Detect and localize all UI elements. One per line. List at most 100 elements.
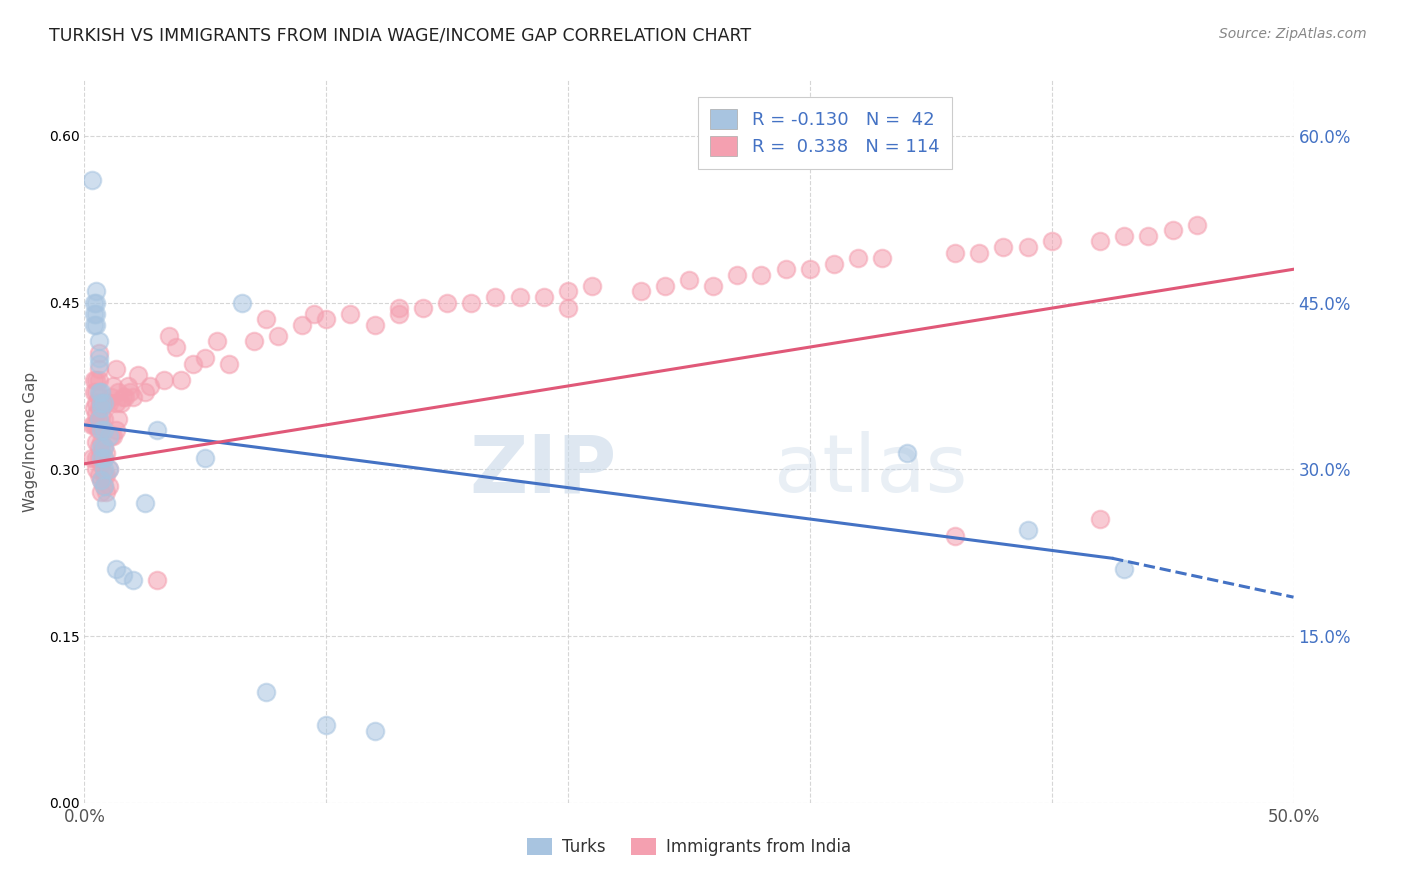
Point <box>100 390 122 404</box>
Point <box>90 445 112 459</box>
Point <box>87 424 110 438</box>
Point <box>90 457 112 471</box>
Point <box>146 574 169 588</box>
Point <box>104 395 127 409</box>
Point <box>90 417 112 432</box>
Point <box>87 351 110 366</box>
Point <box>231 295 253 310</box>
Point <box>194 351 217 366</box>
Text: Source: ZipAtlas.com: Source: ZipAtlas.com <box>1219 27 1367 41</box>
Point <box>93 440 115 454</box>
Point <box>194 451 217 466</box>
Point <box>207 334 229 349</box>
Point <box>678 273 700 287</box>
Point <box>93 479 115 493</box>
Point <box>218 357 240 371</box>
Point <box>153 373 176 387</box>
Point <box>107 412 129 426</box>
Point <box>484 290 506 304</box>
Legend: Turks, Immigrants from India: Turks, Immigrants from India <box>520 831 858 863</box>
Point <box>83 417 105 432</box>
Point <box>363 723 385 738</box>
Point <box>93 395 115 409</box>
Point <box>1017 524 1039 538</box>
Point <box>97 395 120 409</box>
Point <box>90 474 112 488</box>
Point <box>117 379 139 393</box>
Point <box>127 368 149 382</box>
Point <box>86 307 108 321</box>
Point <box>87 334 110 349</box>
Point <box>90 434 112 449</box>
Point <box>90 395 112 409</box>
Point <box>339 307 361 321</box>
Point <box>90 451 112 466</box>
Point <box>751 268 773 282</box>
Point <box>90 484 112 499</box>
Point <box>436 295 458 310</box>
Point <box>1088 235 1111 249</box>
Point <box>86 417 108 432</box>
Point <box>90 395 112 409</box>
Point <box>557 285 579 299</box>
Point <box>93 479 115 493</box>
Point <box>943 529 966 543</box>
Point <box>943 245 966 260</box>
Point <box>315 312 337 326</box>
Point <box>291 318 314 332</box>
Point <box>654 279 676 293</box>
Point <box>87 467 110 482</box>
Point <box>1137 228 1160 243</box>
Point <box>93 451 115 466</box>
Point <box>93 412 115 426</box>
Point <box>104 424 127 438</box>
Point <box>94 445 117 459</box>
Point <box>181 357 204 371</box>
Point <box>94 484 117 499</box>
Point <box>97 479 120 493</box>
Point <box>165 340 187 354</box>
Point <box>107 384 129 399</box>
Point <box>799 262 821 277</box>
Point <box>412 301 434 315</box>
Point <box>242 334 264 349</box>
Point <box>83 318 105 332</box>
Point <box>86 407 108 421</box>
Point <box>363 318 385 332</box>
Point <box>134 384 156 399</box>
Point <box>93 424 115 438</box>
Point <box>388 307 411 321</box>
Point <box>90 407 112 421</box>
Point <box>1161 223 1184 237</box>
Point <box>80 173 103 187</box>
Point <box>110 395 132 409</box>
Point <box>254 312 277 326</box>
Point <box>87 362 110 376</box>
Text: atlas: atlas <box>773 432 967 509</box>
Point <box>90 424 112 438</box>
Point <box>83 401 105 416</box>
Point <box>104 362 127 376</box>
Point <box>87 384 110 399</box>
Point <box>87 401 110 416</box>
Point <box>630 285 652 299</box>
Point <box>581 279 603 293</box>
Y-axis label: Wage/Income Gap: Wage/Income Gap <box>22 371 38 512</box>
Text: TURKISH VS IMMIGRANTS FROM INDIA WAGE/INCOME GAP CORRELATION CHART: TURKISH VS IMMIGRANTS FROM INDIA WAGE/IN… <box>49 27 751 45</box>
Point <box>872 251 894 265</box>
Point <box>90 440 112 454</box>
Point <box>103 429 125 443</box>
Point <box>90 401 112 416</box>
Point <box>83 307 105 321</box>
Point <box>1040 235 1063 249</box>
Point <box>87 390 110 404</box>
Point <box>86 395 108 409</box>
Point <box>967 245 990 260</box>
Point <box>87 345 110 359</box>
Point <box>86 384 108 399</box>
Point <box>267 329 290 343</box>
Point <box>87 412 110 426</box>
Point <box>134 496 156 510</box>
Point <box>86 318 108 332</box>
Point <box>86 285 108 299</box>
